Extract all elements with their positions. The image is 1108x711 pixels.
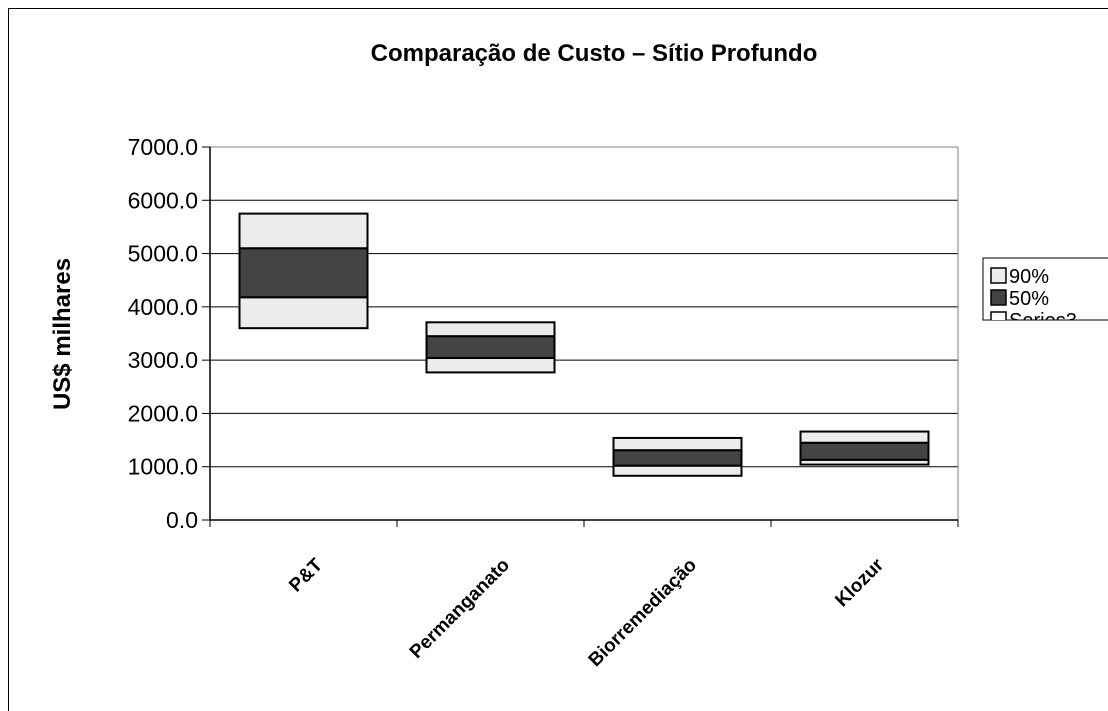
x-tick-label: Biorremediação (585, 555, 701, 671)
y-axis-label: US$ milhares (49, 258, 76, 410)
bar-segment-50 (799, 441, 930, 461)
legend-label: 90% (1009, 266, 1049, 288)
y-tick-label: 5000.0 (128, 241, 198, 267)
plot-area: 0.0 1000.0 2000.0 3000.0 4000.0 5000.0 6000.0 7… (128, 134, 959, 671)
bar-segment-90-lower (612, 464, 743, 477)
chart-title: Comparação de Custo – Sítio Profundo (371, 40, 818, 67)
bar-segment-90-upper (799, 430, 930, 444)
legend-swatch (990, 289, 1007, 306)
bar-segment-50 (425, 335, 556, 360)
bar-segment-50 (612, 449, 743, 467)
legend-swatch (990, 267, 1007, 284)
bar-segment-90-lower (425, 357, 556, 374)
x-tick-label: Permanganato (406, 555, 514, 663)
y-tick-label: 3000.0 (128, 347, 198, 373)
bar-segment-90-upper (238, 212, 369, 250)
y-tick-label: 7000.0 (128, 134, 198, 160)
legend-label: 50% (1009, 288, 1049, 310)
bar-segment-90-upper (612, 436, 743, 452)
y-tick-label: 4000.0 (128, 294, 198, 320)
x-tick-label: P&T (285, 554, 327, 596)
y-tick-label: 6000.0 (128, 187, 198, 213)
x-tick-label: Klozur (831, 554, 888, 611)
bar-segment-90-upper (425, 321, 556, 338)
y-tick-label: 0.0 (166, 507, 198, 533)
legend-label: Series3 (1009, 310, 1077, 332)
y-tick-label: 2000.0 (128, 400, 198, 426)
chart-frame (8, 8, 1108, 711)
y-tick-label: 1000.0 (128, 454, 198, 480)
bar-segment-90-lower (238, 296, 369, 330)
bar-segment-50 (238, 247, 369, 299)
legend: 90%50%Series3 (982, 257, 1108, 332)
legend-swatch (990, 311, 1007, 320)
